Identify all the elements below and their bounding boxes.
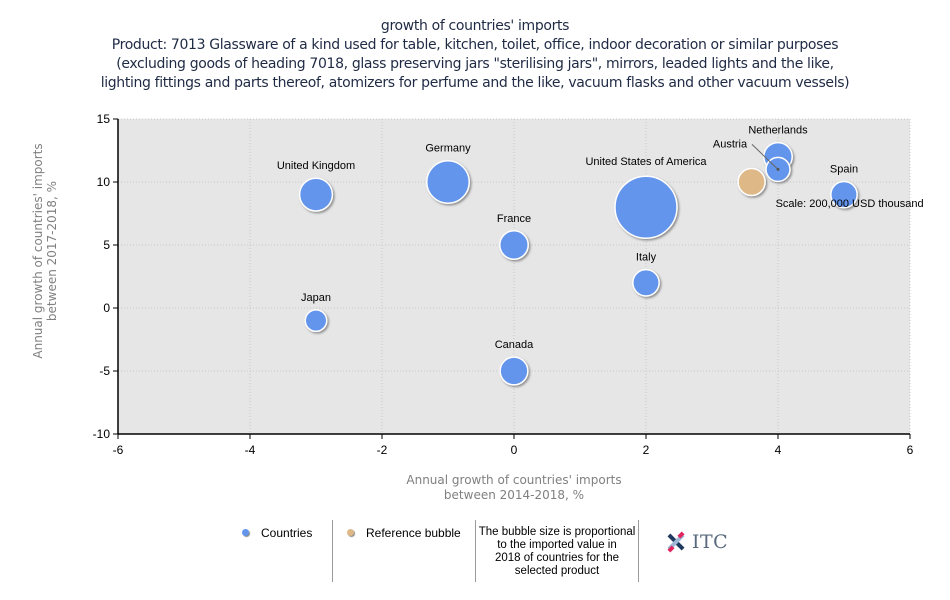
y-tick-label: 10 bbox=[97, 175, 111, 189]
chart-title-block: growth of countries' imports Product: 70… bbox=[0, 17, 950, 93]
legend-item-countries[interactable]: Countries bbox=[228, 520, 332, 582]
itc-logo: ITC bbox=[639, 520, 728, 562]
chart-subtitle-line-2: (excluding goods of heading 7018, glass … bbox=[116, 56, 834, 72]
x-tick-label: -2 bbox=[377, 443, 388, 457]
chart-subtitle-line-3: lighting fittings and parts thereof, ato… bbox=[100, 75, 850, 91]
x-tick-label: 6 bbox=[907, 443, 914, 457]
itc-logo-icon bbox=[667, 531, 685, 553]
legend-note-line: 2018 of countries for the bbox=[494, 552, 620, 564]
x-tick-label: 2 bbox=[643, 443, 650, 457]
reference-marker-icon bbox=[347, 529, 354, 536]
y-tick-label: 5 bbox=[103, 238, 110, 252]
bubble-labels: United States of America Germany United Ki… bbox=[277, 125, 924, 352]
legend-note-line: The bubble size is proportional bbox=[478, 526, 636, 538]
label-leader-line bbox=[751, 144, 779, 170]
bubble-label: United States of America bbox=[585, 156, 707, 168]
y-tick-label: -10 bbox=[93, 427, 111, 441]
bubble-label: United Kingdom bbox=[277, 160, 355, 172]
bubble-label: Spain bbox=[830, 163, 858, 175]
legend-label-reference: Reference bubble bbox=[366, 526, 461, 540]
x-tick-label: -4 bbox=[245, 443, 256, 457]
bubble-label: Germany bbox=[425, 143, 471, 155]
legend-label-countries: Countries bbox=[261, 526, 313, 540]
y-axis-title-line-2: between 2017-2018, % bbox=[45, 181, 59, 321]
bubble-france bbox=[499, 230, 529, 260]
legend-divider bbox=[332, 520, 333, 582]
chart-title: growth of countries' imports bbox=[380, 18, 570, 34]
bubbles bbox=[298, 141, 858, 386]
bubble-germany bbox=[425, 159, 471, 205]
x-axis-title-line-2: between 2014-2018, % bbox=[444, 488, 584, 502]
bubble-spain bbox=[830, 180, 858, 209]
y-tick-label: 15 bbox=[97, 112, 111, 126]
x-axis-title-line-1: Annual growth of countries' imports bbox=[406, 473, 621, 487]
bubble-label: Netherlands bbox=[748, 125, 808, 137]
legend-note-line: to the imported value in bbox=[497, 539, 617, 551]
chart-subtitle-line-1: Product: 7013 Glassware of a kind used f… bbox=[111, 37, 839, 53]
y-tick-label: -5 bbox=[99, 364, 110, 378]
bubble-label: Canada bbox=[495, 339, 534, 351]
label-leader-dot bbox=[776, 167, 780, 171]
countries-marker-icon bbox=[242, 529, 249, 536]
x-tick-label: -6 bbox=[113, 443, 124, 457]
x-tick-label: 0 bbox=[511, 443, 518, 457]
bubble-label: France bbox=[497, 213, 531, 225]
bubble-canada bbox=[499, 356, 529, 386]
y-axis-ticks: -10 -5 0 5 10 15 bbox=[93, 112, 118, 441]
legend: Countries Reference bubble The bubble si… bbox=[228, 520, 728, 582]
legend-note: The bubble size is proportional to the i… bbox=[476, 520, 638, 582]
bubble-label: Austria bbox=[713, 138, 748, 150]
y-axis-title-line-1: Annual growth of countries' imports bbox=[31, 143, 45, 358]
bubble-united-kingdom bbox=[298, 177, 334, 212]
x-axis-ticks: -6 -4 -2 0 2 4 6 bbox=[113, 434, 914, 457]
itc-logo-text: ITC bbox=[692, 531, 729, 553]
legend-note-line: selected product bbox=[514, 565, 600, 577]
bubble-japan bbox=[304, 309, 328, 333]
legend-divider bbox=[475, 520, 476, 582]
legend-divider bbox=[638, 520, 639, 582]
reference-bubble-label: Scale: 200,000 USD thousand bbox=[776, 198, 924, 210]
bubble-italy bbox=[632, 268, 660, 297]
legend-item-reference-bubble[interactable]: Reference bubble bbox=[333, 520, 475, 582]
x-tick-label: 4 bbox=[775, 443, 782, 457]
reference-bubble bbox=[737, 167, 766, 197]
bubble-united-states-of-america bbox=[614, 175, 678, 239]
y-tick-label: 0 bbox=[103, 301, 110, 315]
bubble-label: Italy bbox=[636, 252, 657, 264]
bubble-label: Japan bbox=[301, 292, 331, 304]
